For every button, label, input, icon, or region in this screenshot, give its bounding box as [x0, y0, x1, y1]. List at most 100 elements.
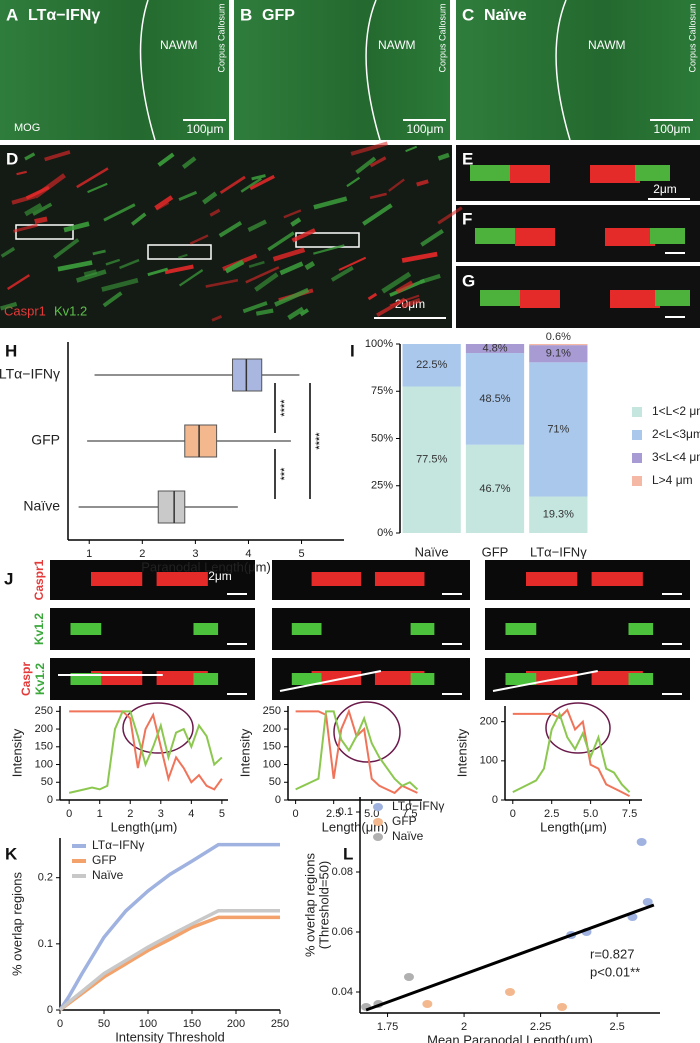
significance-label: ****: [314, 432, 326, 450]
micrograph-feature: [164, 264, 194, 275]
micrograph-feature: [480, 290, 525, 306]
x-tick-label: 200: [227, 1018, 245, 1030]
micrograph: [50, 560, 255, 600]
micrograph: [0, 145, 452, 328]
micrograph-feature: [272, 247, 306, 262]
micrograph-feature: [155, 201, 170, 211]
box: [157, 490, 186, 524]
micrograph: [234, 0, 450, 140]
y-tick-label: GFP: [31, 432, 60, 448]
y-tick-label: 100: [480, 755, 498, 767]
micrograph-feature: [505, 623, 537, 635]
y-tick-label: 150: [35, 741, 53, 753]
x-tick-label: Naïve: [415, 544, 449, 559]
bar-segment: [402, 344, 461, 387]
legend-label: Naïve: [92, 868, 124, 882]
micrograph-feature: [75, 269, 107, 283]
micrograph-feature: [362, 203, 393, 226]
x-tick-label: 4: [188, 808, 194, 820]
data-label: 19.3%: [543, 509, 574, 521]
micrograph-feature: [34, 216, 48, 225]
scatter-point: [403, 973, 414, 981]
y-tick-label: 50: [41, 776, 53, 788]
x-tick-label: 2: [127, 808, 133, 820]
y-tick-label: 0.08: [332, 866, 353, 878]
region-label: NAWM: [378, 38, 416, 52]
data-label: 9.1%: [546, 348, 571, 360]
micrograph-feature: [267, 231, 295, 252]
micrograph-feature: [130, 212, 147, 226]
x-tick-label: 2.5: [544, 808, 559, 820]
micrograph-feature: [388, 178, 405, 192]
structure-label: Corpus Callosum: [216, 3, 226, 72]
micrograph-feature: [101, 277, 139, 292]
bar-segment: [529, 345, 588, 363]
panel-letter: I: [350, 341, 355, 360]
y-tick-label: 0.04: [332, 986, 353, 998]
micrograph-feature: [57, 260, 93, 272]
micrograph-feature: [63, 221, 90, 233]
micrograph-feature: [410, 623, 435, 635]
significance-label: ***: [279, 467, 291, 481]
legend-swatch: [632, 430, 642, 440]
panel-letter: B: [240, 5, 252, 24]
x-tick-label: 5: [298, 548, 304, 560]
scale-label: 2μm: [653, 182, 677, 196]
micrograph-feature: [313, 196, 348, 210]
micrograph-feature: [211, 315, 223, 322]
micrograph-feature: [437, 206, 463, 225]
x-tick-label: 0: [57, 1018, 63, 1030]
legend-label: 3<L<4 μm: [652, 450, 700, 464]
micrograph-feature: [16, 170, 27, 176]
micrograph-feature: [147, 267, 169, 277]
y-tick-label: 100: [35, 758, 53, 770]
legend-label: Naïve: [392, 829, 424, 843]
micrograph-feature: [181, 156, 197, 169]
profile-line: [492, 670, 598, 692]
box: [232, 358, 263, 392]
micrograph-feature: [311, 572, 362, 586]
micrograph-feature: [283, 209, 302, 219]
micrograph-feature: [290, 217, 302, 227]
structure-label: Corpus Callosum: [437, 3, 447, 72]
annotation: p<0.01**: [590, 964, 640, 979]
line-series: [512, 708, 630, 797]
legend-label: LTα−IFNγ: [392, 799, 444, 813]
legend-swatch: [373, 833, 383, 841]
panel-j: J Caspr1 Kv1.2 Caspr Kv1.2 2μm: [4, 559, 690, 700]
legend-label: L>4 μm: [652, 473, 693, 487]
panel-letter: C: [462, 5, 474, 24]
y-tick-label: 200: [263, 723, 281, 735]
micrograph-feature: [279, 261, 304, 276]
legend-label: GFP: [392, 814, 417, 828]
micrograph-feature: [189, 234, 209, 245]
y-axis-label: % overlap regions: [302, 852, 317, 957]
panel-letter: A: [6, 5, 18, 24]
y-tick-label: 0.06: [332, 926, 353, 938]
boundary-line: [555, 0, 571, 141]
y-tick-label: Naïve: [23, 498, 60, 514]
x-tick-label: 100: [139, 1018, 157, 1030]
micrograph-feature: [13, 223, 38, 233]
panel-title: Naïve: [484, 7, 527, 24]
bar-segment: [529, 362, 588, 497]
micrograph-feature: [369, 156, 387, 168]
x-tick-label: 1: [86, 548, 92, 560]
bar-segment: [465, 353, 525, 445]
micrograph-feature: [405, 145, 418, 153]
panel-b: B GFP NAWM Corpus Callosum 100μm: [234, 0, 450, 141]
data-label: 22.5%: [416, 359, 447, 371]
micrograph-feature: [32, 202, 53, 216]
micrograph-feature: [24, 202, 43, 217]
y-axis-label: Intensity: [237, 728, 252, 777]
inset-box: [147, 244, 212, 260]
micrograph-feature: [11, 194, 36, 205]
panel-title: GFP: [262, 7, 295, 24]
micrograph-feature: [401, 251, 438, 263]
y-tick-label: 100: [263, 758, 281, 770]
x-tick-label: LTα−IFNγ: [530, 544, 587, 559]
micrograph-feature: [395, 280, 414, 294]
micrograph-feature: [367, 292, 378, 301]
row-label: Kv1.2: [33, 663, 47, 695]
